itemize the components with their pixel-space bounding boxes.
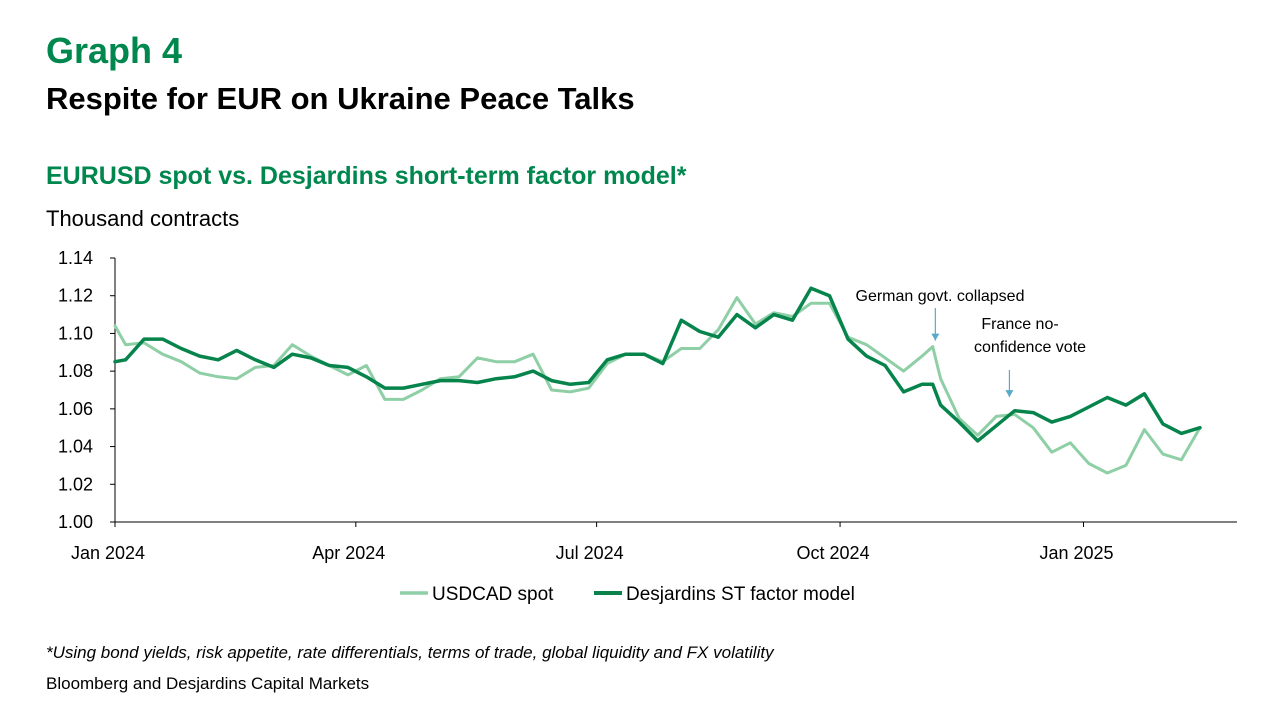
- y-tick-label: 1.08: [58, 361, 93, 381]
- chart-subtitle: EURUSD spot vs. Desjardins short-term fa…: [46, 162, 687, 190]
- annotation-arrowhead: [931, 333, 940, 341]
- annotation-text: France no-: [981, 316, 1058, 333]
- annotation-text: German govt. collapsed: [856, 288, 1025, 305]
- y-tick-label: 1.00: [58, 512, 93, 532]
- series-line-model: [113, 286, 1202, 443]
- annotation-arrowhead: [1005, 390, 1014, 398]
- legend-label-spot: USDCAD spot: [432, 584, 554, 605]
- y-tick-label: 1.04: [58, 437, 93, 457]
- chart-headline: Respite for EUR on Ukraine Peace Talks: [46, 81, 635, 116]
- legend-label-model: Desjardins ST factor model: [626, 584, 855, 605]
- data-source: Bloomberg and Desjardins Capital Markets: [46, 674, 370, 693]
- line-chart: 1.00 1.02 1.04 1.06 1.08 1.10 1.12 1.14 Jan 2024…: [58, 248, 1237, 605]
- y-tick-label: 1.14: [58, 248, 93, 268]
- y-tick-label: 1.12: [58, 286, 93, 306]
- graph-number: Graph 4: [46, 30, 183, 71]
- x-tick-label: Apr 2024: [312, 543, 385, 563]
- y-tick-label: 1.06: [58, 399, 93, 419]
- x-tick-label: Jan 2024: [71, 543, 145, 563]
- y-tick-label: 1.10: [58, 323, 93, 343]
- x-tick-label: Oct 2024: [797, 543, 870, 563]
- chart-footnote: *Using bond yields, risk appetite, rate …: [46, 643, 774, 662]
- annotation-text: confidence vote: [974, 339, 1086, 356]
- y-tick-label: 1.02: [58, 474, 93, 494]
- y-unit-label: Thousand contracts: [46, 206, 240, 231]
- x-tick-label: Jul 2024: [556, 543, 624, 563]
- x-tick-label: Jan 2025: [1039, 543, 1113, 563]
